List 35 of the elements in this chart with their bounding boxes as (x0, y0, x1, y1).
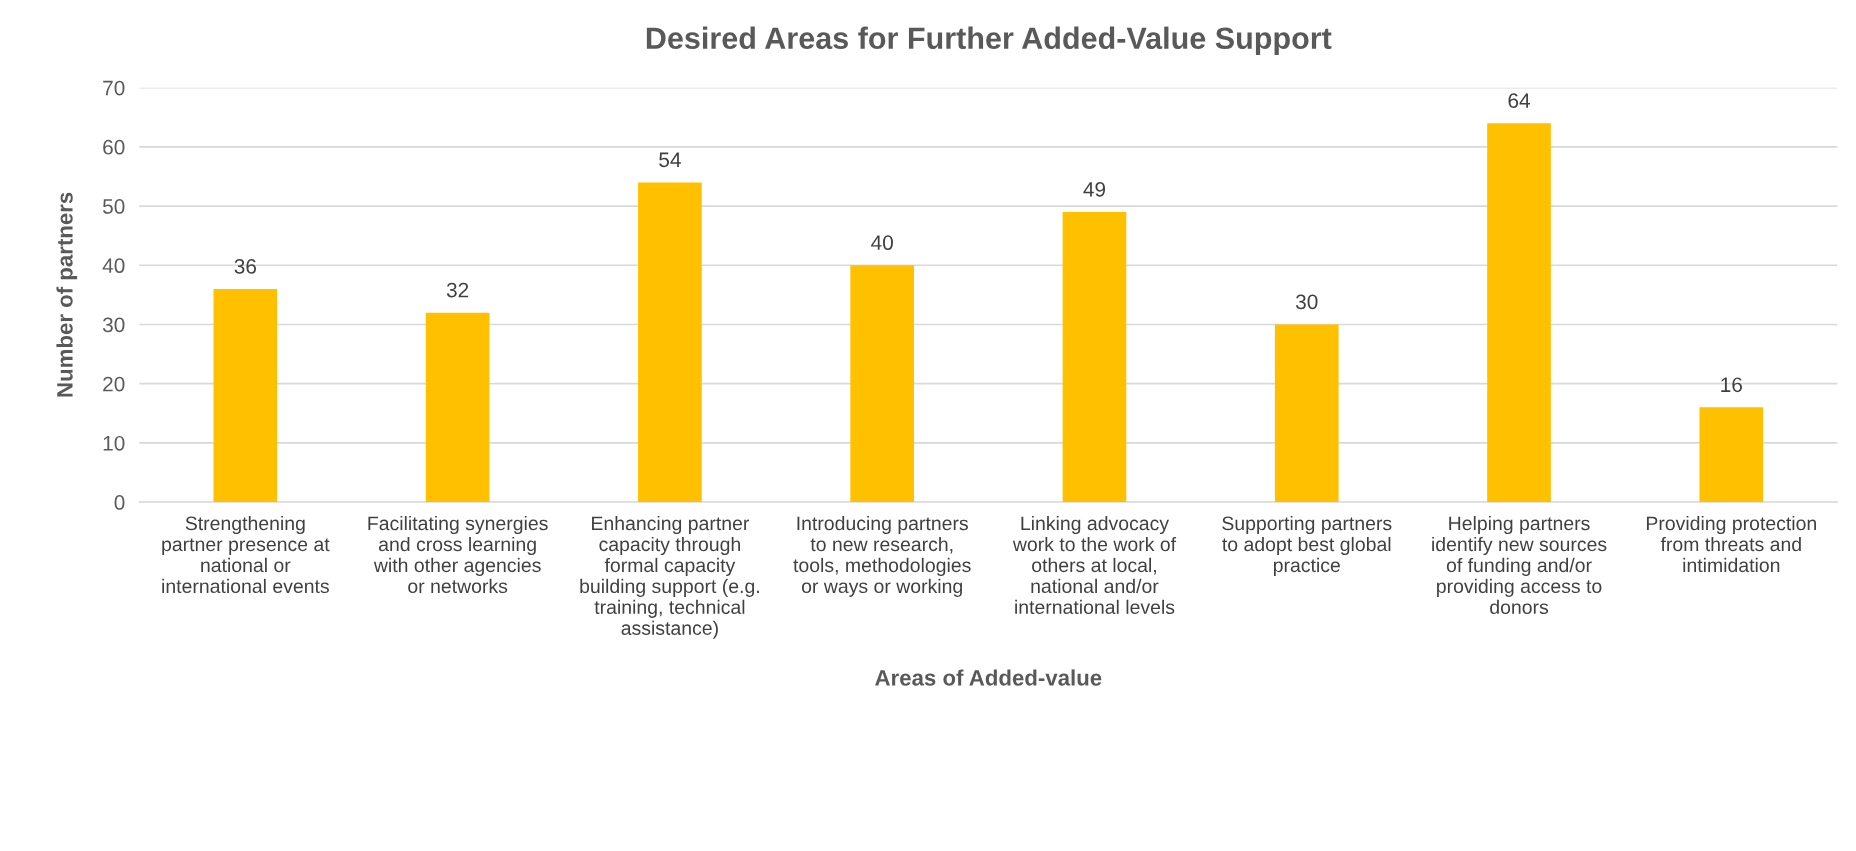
bar (850, 265, 915, 503)
bar (1699, 407, 1764, 503)
x-tick-label: Facilitating synergies and cross learning with other agencies or networks (368, 515, 548, 594)
y-tick-label: 0 (114, 495, 125, 510)
y-tick-label: 40 (102, 258, 125, 274)
bar (425, 312, 490, 503)
bar (1062, 211, 1127, 503)
data-label: 16 (1721, 377, 1742, 393)
x-tick-label: Helping partners identify new sources of funding and/or providing access to donors (1432, 515, 1607, 615)
x-tick-label: Supporting partners to adopt best global practice (1222, 515, 1392, 576)
x-axis-title: Areas of Added-value (875, 669, 1102, 686)
bar (213, 288, 278, 503)
chart-title: Desired Areas for Further Added-Value Support (646, 26, 1332, 56)
y-tick-label: 60 (103, 139, 125, 155)
y-axis-title: Number of partners (56, 192, 78, 397)
y-tick-label: 30 (102, 317, 125, 333)
x-tick-label: Providing protection from threats and intimidation (1646, 515, 1816, 573)
data-label: 49 (1083, 182, 1106, 197)
bar (1274, 324, 1339, 503)
data-label: 54 (659, 152, 681, 168)
y-tick-label: 10 (103, 435, 125, 451)
y-tick-label: 20 (103, 376, 125, 392)
data-label: 32 (446, 282, 469, 298)
bar (638, 182, 702, 503)
y-tick-label: 50 (102, 199, 125, 214)
x-tick-label: Enhancing partner capacity through formal capacity building support (e.g. training, technical assistance) (580, 515, 759, 639)
x-tick-label: Strengthening partner presence at national or international events (162, 515, 330, 594)
x-tick-label: Linking advocacy work to the work of others at local, national and/or international levels (1012, 515, 1177, 615)
bar (1487, 123, 1551, 503)
data-label: 30 (1295, 294, 1318, 310)
data-label: 36 (234, 258, 257, 274)
data-label: 40 (871, 235, 893, 251)
x-tick-label: Introducing partners to new research, tools, methodologies or ways or working (793, 515, 971, 597)
y-tick-label: 70 (103, 80, 125, 96)
data-label: 64 (1508, 93, 1530, 108)
